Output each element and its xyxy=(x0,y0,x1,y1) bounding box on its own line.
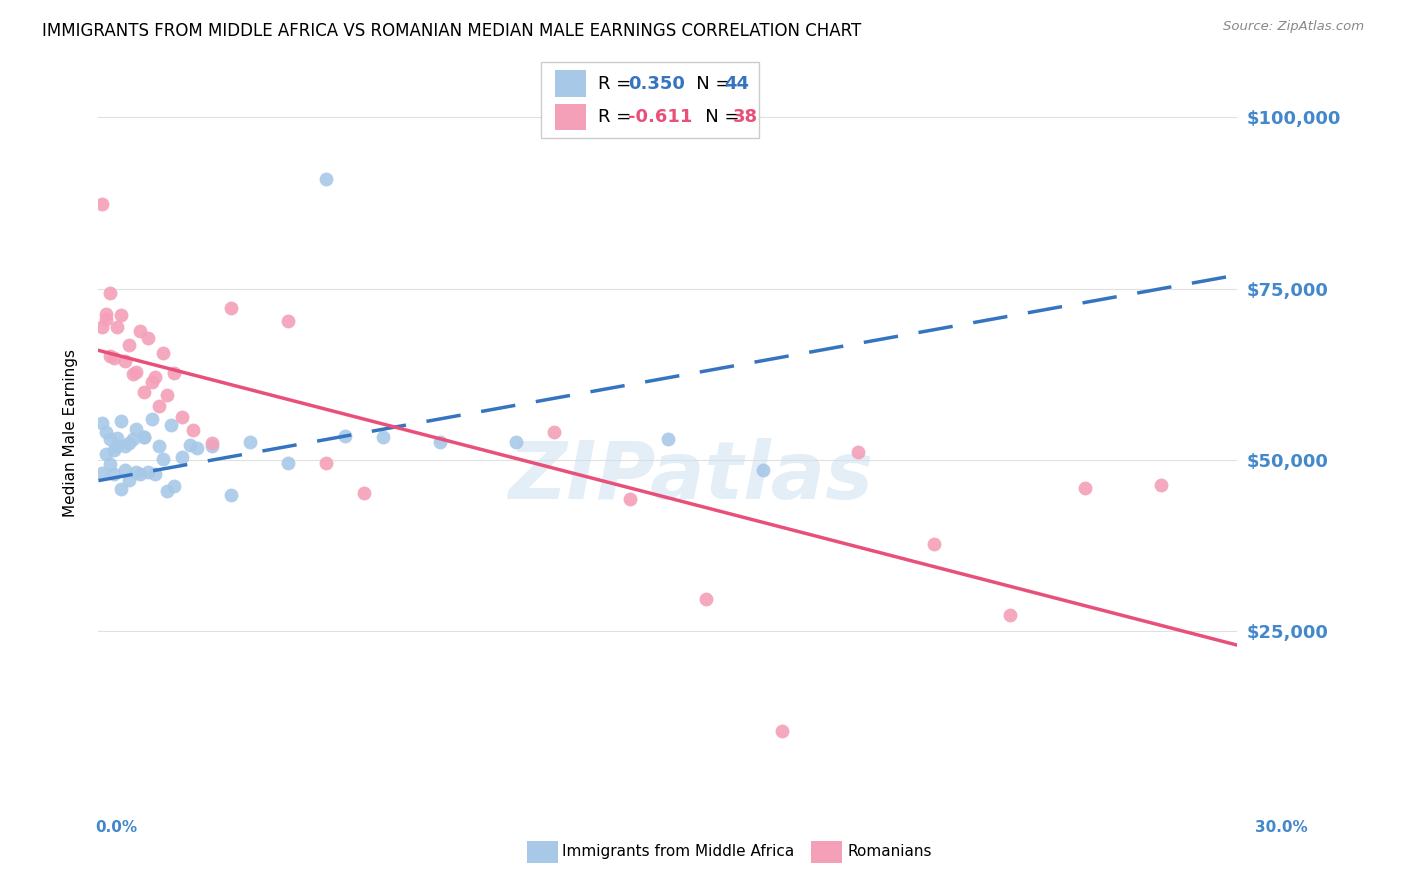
Point xyxy=(201,439,224,453)
Point xyxy=(114,354,136,368)
Point xyxy=(163,479,186,493)
Point xyxy=(103,442,125,457)
Point xyxy=(132,430,155,444)
Point xyxy=(186,442,208,456)
Point xyxy=(107,439,129,453)
Point xyxy=(118,338,141,352)
Point xyxy=(136,465,159,479)
Point xyxy=(163,366,186,380)
Point xyxy=(98,285,121,300)
Point xyxy=(543,425,565,439)
Point xyxy=(201,435,224,450)
Point xyxy=(118,473,141,487)
Text: Immigrants from Middle Africa: Immigrants from Middle Africa xyxy=(562,845,794,859)
Point xyxy=(156,388,179,402)
Point xyxy=(141,411,163,425)
Text: 30.0%: 30.0% xyxy=(1254,821,1308,835)
Text: 0.350: 0.350 xyxy=(628,75,685,93)
Point xyxy=(657,432,679,446)
Text: N =: N = xyxy=(679,75,737,93)
Text: ZIPatlas: ZIPatlas xyxy=(508,438,873,516)
Point xyxy=(132,385,155,400)
Point xyxy=(505,434,527,449)
Point xyxy=(110,414,132,428)
Point xyxy=(335,429,357,443)
Point xyxy=(121,367,143,381)
Point xyxy=(103,467,125,481)
Point xyxy=(221,301,243,315)
Point xyxy=(125,422,148,436)
Point xyxy=(752,463,775,477)
Point xyxy=(183,423,205,437)
Point xyxy=(98,349,121,363)
Point xyxy=(148,439,170,453)
Point xyxy=(114,439,136,453)
Point xyxy=(98,433,121,447)
Point xyxy=(114,463,136,477)
Text: R =: R = xyxy=(598,75,637,93)
Point xyxy=(315,456,337,470)
Point xyxy=(91,319,114,334)
Point xyxy=(695,592,717,607)
Point xyxy=(152,346,174,360)
Point xyxy=(371,430,394,444)
Point xyxy=(94,425,117,439)
Point xyxy=(94,306,117,320)
Point xyxy=(125,365,148,379)
Point xyxy=(107,320,129,334)
Point xyxy=(152,451,174,466)
Point xyxy=(148,399,170,413)
Point xyxy=(145,467,167,482)
Point xyxy=(110,308,132,322)
Point xyxy=(145,369,167,384)
Text: 0.0%: 0.0% xyxy=(96,821,138,835)
Point xyxy=(156,484,179,499)
Point xyxy=(170,410,193,425)
Point xyxy=(1150,478,1173,492)
Y-axis label: Median Male Earnings: Median Male Earnings xyxy=(63,349,77,516)
Text: N =: N = xyxy=(688,108,745,126)
Point xyxy=(1074,481,1097,495)
Point xyxy=(91,197,114,211)
Point xyxy=(315,172,337,186)
Text: Source: ZipAtlas.com: Source: ZipAtlas.com xyxy=(1223,20,1364,33)
Point xyxy=(129,325,152,339)
Point xyxy=(129,467,152,482)
Point xyxy=(118,435,141,450)
Point xyxy=(141,375,163,389)
Point xyxy=(91,416,114,430)
Point xyxy=(846,445,869,459)
Point xyxy=(94,312,117,326)
Text: R =: R = xyxy=(598,108,637,126)
Point xyxy=(94,447,117,461)
Text: -0.611: -0.611 xyxy=(628,108,693,126)
Point xyxy=(98,457,121,471)
Point xyxy=(239,434,262,449)
Point xyxy=(922,537,945,551)
Point xyxy=(429,434,451,449)
Point xyxy=(619,492,641,507)
Point xyxy=(132,430,155,444)
Point xyxy=(91,467,114,481)
Text: IMMIGRANTS FROM MIDDLE AFRICA VS ROMANIAN MEDIAN MALE EARNINGS CORRELATION CHART: IMMIGRANTS FROM MIDDLE AFRICA VS ROMANIA… xyxy=(42,22,862,40)
Point xyxy=(121,432,143,446)
Text: 38: 38 xyxy=(733,108,758,126)
Point xyxy=(107,431,129,445)
Text: Romanians: Romanians xyxy=(848,845,932,859)
Point xyxy=(170,450,193,464)
Point xyxy=(159,418,181,433)
Point xyxy=(136,331,159,345)
Point xyxy=(353,486,375,500)
Point xyxy=(998,608,1021,623)
Point xyxy=(221,488,243,502)
Point xyxy=(277,456,299,470)
Point xyxy=(179,438,201,452)
Point xyxy=(103,351,125,365)
Point xyxy=(110,482,132,496)
Point xyxy=(770,723,793,738)
Text: 44: 44 xyxy=(724,75,749,93)
Point xyxy=(277,314,299,328)
Point xyxy=(125,465,148,479)
